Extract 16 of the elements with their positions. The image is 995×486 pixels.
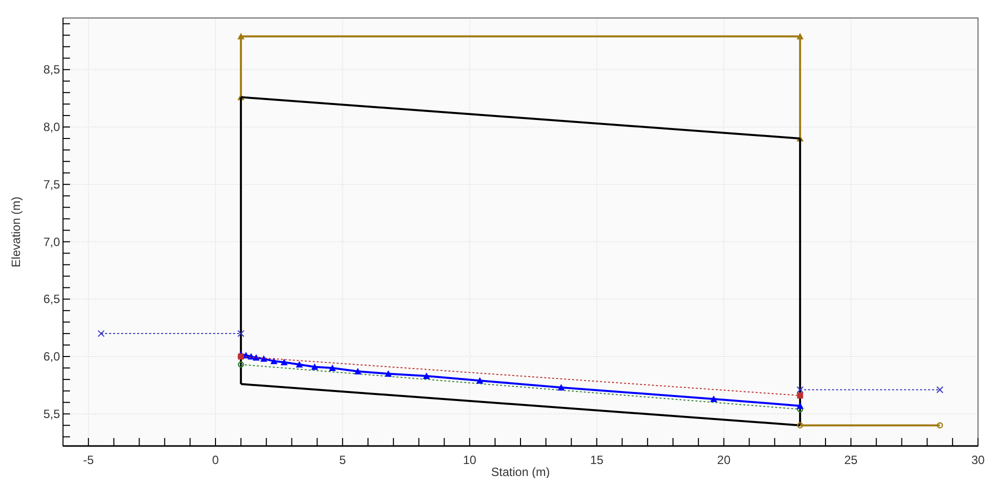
y-tick-label: 7,5 [43, 177, 60, 192]
y-tick-label: 6,5 [43, 292, 60, 306]
x-tick-label: -5 [83, 453, 94, 467]
y-tick-label: 8,5 [43, 62, 60, 77]
x-tick-label: 10 [462, 453, 477, 467]
y-axis-title: Elevation (m) [9, 196, 23, 268]
x-tick-label: 0 [212, 453, 220, 467]
y-tick-label: 8,0 [43, 120, 60, 134]
x-tick-label: 30 [971, 453, 985, 467]
x-tick-label: 15 [590, 453, 604, 467]
x-tick-label: 5 [339, 453, 346, 467]
y-tick-label: 5,5 [43, 406, 60, 421]
x-tick-label: 20 [717, 453, 731, 467]
y-tick-label: 6,0 [43, 350, 60, 364]
x-tick-label: 25 [844, 453, 858, 467]
y-tick-label: 7,0 [43, 234, 60, 249]
